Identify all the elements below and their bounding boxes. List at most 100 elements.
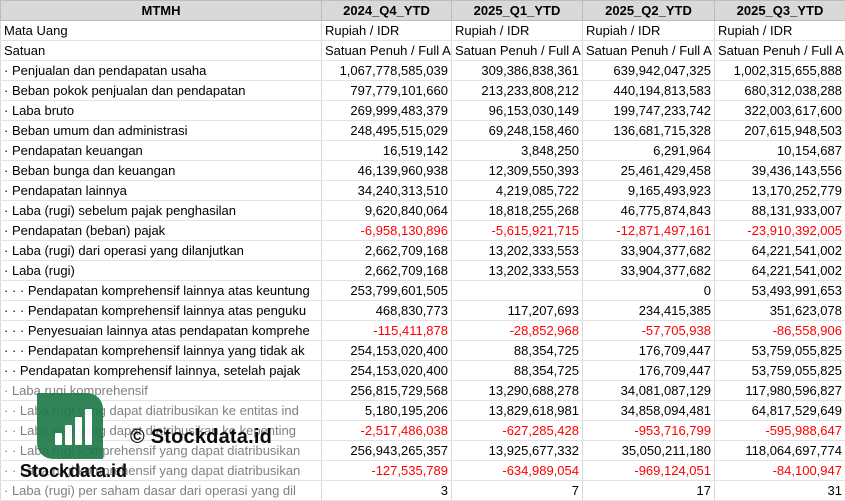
row-label[interactable]: · · · Pendapatan komprehensif lainnya at… xyxy=(0,280,322,301)
cell[interactable]: 39,436,143,556 xyxy=(714,160,845,181)
header-cell-ticker[interactable]: MTMH xyxy=(0,0,322,21)
cell[interactable]: 213,233,808,212 xyxy=(451,80,583,101)
cell[interactable]: -969,124,051 xyxy=(582,460,715,481)
cell[interactable]: -953,716,799 xyxy=(582,420,715,441)
row-label[interactable]: · Beban pokok penjualan dan pendapatan xyxy=(0,80,322,101)
cell[interactable]: Rupiah / IDR xyxy=(714,20,845,41)
cell[interactable]: 468,830,773 xyxy=(321,300,452,321)
cell[interactable]: 199,747,233,742 xyxy=(582,100,715,121)
cell[interactable]: 13,829,618,981 xyxy=(451,400,583,421)
cell[interactable]: 13,925,677,332 xyxy=(451,440,583,461)
cell[interactable]: 1,067,778,585,039 xyxy=(321,60,452,81)
cell[interactable]: 2,662,709,168 xyxy=(321,260,452,281)
cell[interactable]: 1,002,315,655,888 xyxy=(714,60,845,81)
cell[interactable]: Rupiah / IDR xyxy=(321,20,452,41)
row-label[interactable]: · Laba (rugi) dari operasi yang dilanjut… xyxy=(0,240,322,261)
cell[interactable]: 253,799,601,505 xyxy=(321,280,452,301)
cell[interactable]: 176,709,447 xyxy=(582,360,715,381)
cell[interactable]: Rupiah / IDR xyxy=(582,20,715,41)
cell[interactable]: 9,165,493,923 xyxy=(582,180,715,201)
row-label[interactable]: · · · Penyesuaian lainnya atas pendapata… xyxy=(0,320,322,341)
cell[interactable]: 53,759,055,825 xyxy=(714,340,845,361)
cell[interactable]: 4,219,085,722 xyxy=(451,180,583,201)
row-label[interactable]: · · Laba rugi komprehensif yang dapat di… xyxy=(0,460,322,481)
cell[interactable]: -115,411,878 xyxy=(321,320,452,341)
cell[interactable]: 25,461,429,458 xyxy=(582,160,715,181)
row-label[interactable]: · Beban umum dan administrasi xyxy=(0,120,322,141)
cell[interactable]: -84,100,947 xyxy=(714,460,845,481)
cell[interactable]: Satuan Penuh / Full A xyxy=(451,40,583,61)
cell[interactable]: 254,153,020,400 xyxy=(321,360,452,381)
cell[interactable]: -5,615,921,715 xyxy=(451,220,583,241)
cell[interactable]: 33,904,377,682 xyxy=(582,240,715,261)
cell[interactable]: 53,759,055,825 xyxy=(714,360,845,381)
cell[interactable]: 31 xyxy=(714,480,845,501)
cell[interactable]: 13,170,252,779 xyxy=(714,180,845,201)
cell[interactable] xyxy=(451,280,583,301)
row-label[interactable]: · · Pendapatan komprehensif lainnya, set… xyxy=(0,360,322,381)
cell[interactable]: 0 xyxy=(582,280,715,301)
cell[interactable]: 7 xyxy=(451,480,583,501)
cell[interactable]: 64,817,529,649 xyxy=(714,400,845,421)
cell[interactable]: Satuan Penuh / Full A xyxy=(714,40,845,61)
cell[interactable]: -86,558,906 xyxy=(714,320,845,341)
cell[interactable]: 33,904,377,682 xyxy=(582,260,715,281)
cell[interactable]: 269,999,483,379 xyxy=(321,100,452,121)
cell[interactable]: 248,495,515,029 xyxy=(321,120,452,141)
cell[interactable]: 69,248,158,460 xyxy=(451,120,583,141)
row-label[interactable]: Satuan xyxy=(0,40,322,61)
cell[interactable]: 17 xyxy=(582,480,715,501)
cell[interactable]: 46,775,874,843 xyxy=(582,200,715,221)
cell[interactable]: -2,517,486,038 xyxy=(321,420,452,441)
row-label[interactable]: · Pendapatan keuangan xyxy=(0,140,322,161)
row-label[interactable]: · Laba (rugi) sebelum pajak penghasilan xyxy=(0,200,322,221)
cell[interactable]: 117,207,693 xyxy=(451,300,583,321)
cell[interactable]: 96,153,030,149 xyxy=(451,100,583,121)
cell[interactable]: -6,958,130,896 xyxy=(321,220,452,241)
cell[interactable]: 256,815,729,568 xyxy=(321,380,452,401)
cell[interactable]: Rupiah / IDR xyxy=(451,20,583,41)
cell[interactable]: -127,535,789 xyxy=(321,460,452,481)
cell[interactable]: 207,615,948,503 xyxy=(714,120,845,141)
cell[interactable]: Satuan Penuh / Full A xyxy=(321,40,452,61)
header-cell-period[interactable]: 2025_Q1_YTD xyxy=(451,0,583,21)
cell[interactable]: -12,871,497,161 xyxy=(582,220,715,241)
cell[interactable]: 12,309,550,393 xyxy=(451,160,583,181)
row-label[interactable]: · Laba (rugi) xyxy=(0,260,322,281)
cell[interactable]: 6,291,964 xyxy=(582,140,715,161)
row-label[interactable]: · · · Pendapatan komprehensif lainnya at… xyxy=(0,300,322,321)
cell[interactable]: 13,290,688,278 xyxy=(451,380,583,401)
cell[interactable]: 351,623,078 xyxy=(714,300,845,321)
cell[interactable]: -28,852,968 xyxy=(451,320,583,341)
header-cell-period[interactable]: 2025_Q2_YTD xyxy=(582,0,715,21)
row-label[interactable]: · Beban bunga dan keuangan xyxy=(0,160,322,181)
cell[interactable]: 440,194,813,583 xyxy=(582,80,715,101)
cell[interactable]: 34,081,087,129 xyxy=(582,380,715,401)
cell[interactable]: 256,943,265,357 xyxy=(321,440,452,461)
cell[interactable]: 10,154,687 xyxy=(714,140,845,161)
row-label[interactable]: · Laba bruto xyxy=(0,100,322,121)
cell[interactable]: 88,354,725 xyxy=(451,340,583,361)
cell[interactable]: 322,003,617,600 xyxy=(714,100,845,121)
cell[interactable]: 797,779,101,660 xyxy=(321,80,452,101)
cell[interactable]: -634,989,054 xyxy=(451,460,583,481)
cell[interactable]: -23,910,392,005 xyxy=(714,220,845,241)
header-cell-period[interactable]: 2025_Q3_YTD xyxy=(714,0,845,21)
cell[interactable]: 34,858,094,481 xyxy=(582,400,715,421)
cell[interactable]: 34,240,313,510 xyxy=(321,180,452,201)
cell[interactable]: -627,285,428 xyxy=(451,420,583,441)
cell[interactable]: 254,153,020,400 xyxy=(321,340,452,361)
row-label[interactable]: · · · Pendapatan komprehensif lainnya ya… xyxy=(0,340,322,361)
cell[interactable]: 176,709,447 xyxy=(582,340,715,361)
cell[interactable]: -57,705,938 xyxy=(582,320,715,341)
header-cell-period[interactable]: 2024_Q4_YTD xyxy=(321,0,452,21)
cell[interactable]: 136,681,715,328 xyxy=(582,120,715,141)
cell[interactable]: 13,202,333,553 xyxy=(451,260,583,281)
cell[interactable]: 16,519,142 xyxy=(321,140,452,161)
row-label[interactable]: · Laba (rugi) per saham dasar dari opera… xyxy=(0,480,322,501)
cell[interactable]: 2,662,709,168 xyxy=(321,240,452,261)
cell[interactable]: 118,064,697,774 xyxy=(714,440,845,461)
cell[interactable]: 117,980,596,827 xyxy=(714,380,845,401)
cell[interactable]: 64,221,541,002 xyxy=(714,240,845,261)
cell[interactable]: Satuan Penuh / Full A xyxy=(582,40,715,61)
